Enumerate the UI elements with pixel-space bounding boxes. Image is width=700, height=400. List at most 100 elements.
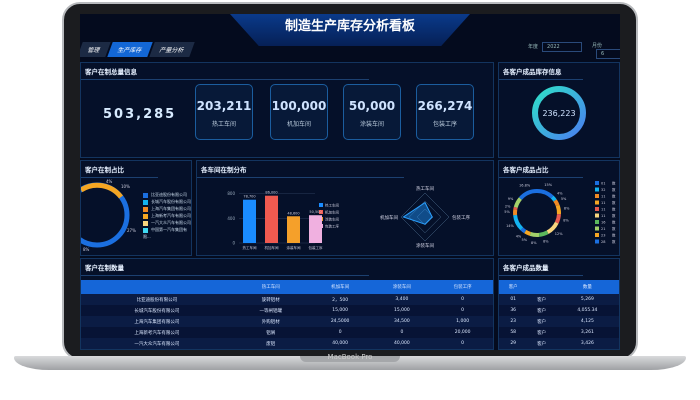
wip-title: 客户在制数量 (81, 259, 370, 276)
column-header[interactable] (527, 280, 556, 294)
legend-swatch (143, 220, 148, 226)
legend-label: 上海汽车集团有限公司 (151, 206, 191, 211)
year-select[interactable]: 年度 2022 (528, 42, 583, 52)
y-tick-label: 400 (227, 216, 235, 221)
table-row[interactable]: 23 客户 4,125 (499, 316, 619, 327)
card-label: 包装工序 (432, 121, 457, 128)
pie-slice[interactable] (529, 232, 540, 237)
x-tick-label: 包装工序 (309, 245, 323, 250)
legend-suffix: 数 (612, 213, 616, 218)
pie-slice[interactable] (546, 221, 559, 235)
tab-manage[interactable]: 管理 (80, 42, 111, 57)
pie-slice[interactable] (550, 195, 557, 202)
table-row[interactable]: 长城汽车股份有限公司 一等闸铝罐 15,000 15,000 0 (81, 305, 493, 316)
pie-slice[interactable] (513, 214, 524, 231)
legend-label: 28 (601, 240, 605, 244)
column-header[interactable]: 包装工序 (432, 280, 493, 294)
bar-data-label: 48,600 (287, 211, 299, 215)
table-cell: 客户 (527, 338, 556, 349)
column-header[interactable]: 客户 (499, 280, 528, 294)
wip-table: 热工车间 机加车间 涂装车间 包装工序 比亚迪股份有限公司 旋转铝材 2，500 3,400 0… (81, 280, 493, 349)
column-header[interactable]: 热工车间 (232, 280, 309, 294)
month-select[interactable]: 月份6 (592, 42, 620, 59)
pie-slice[interactable] (520, 227, 527, 234)
legend-label: 比亚迪股份有限公司 (151, 192, 187, 197)
year-value[interactable]: 2022 (542, 42, 583, 52)
column-header[interactable]: 机加车间 (308, 280, 372, 294)
ratio-donut: 4% 10% 27% 8% (81, 179, 136, 252)
total-value: 503,285 (103, 107, 177, 122)
legend-swatch (595, 220, 599, 224)
table-cell: 一等闸铝罐 (232, 305, 309, 316)
table-cell: 36 (499, 305, 528, 316)
page-title: 制造生产库存分析看板 (230, 14, 470, 46)
pie-slice[interactable] (518, 189, 538, 200)
bar[interactable] (309, 215, 322, 243)
table-header: 客户 数量 (499, 280, 619, 294)
legend-label: 机加车间 (325, 210, 339, 215)
pie-slice[interactable] (513, 197, 523, 208)
year-label: 年度 (528, 44, 539, 50)
summary-title: 客户在制总量信息 (81, 63, 370, 80)
legend-label: 一汽大众汽车有限公司 (151, 220, 191, 225)
table-cell: 0 (432, 294, 493, 305)
table-cell: 0 (308, 327, 372, 338)
laptop-notch (300, 356, 400, 362)
fg-title: 各客户成品数量 (499, 259, 583, 276)
legend-swatch (143, 192, 148, 198)
radar-axis-label: 热工车间 (416, 185, 434, 192)
pie-slice[interactable] (554, 213, 561, 224)
stock-value: 236,223 (542, 109, 575, 118)
legend-swatch (319, 210, 323, 214)
table-cell: 29 (499, 338, 528, 349)
legend-label: 16 (601, 221, 605, 225)
legend-label: 11 (601, 195, 605, 199)
table-row[interactable]: 比亚迪股份有限公司 旋转铝材 2，500 3,400 0 (81, 294, 493, 305)
card-value: 266,274 (417, 99, 473, 113)
tab-output[interactable]: 产量分析 (149, 42, 195, 57)
bar[interactable] (243, 199, 256, 243)
table-row[interactable]: 一汽大众汽车有限公司 废铝 40,000 40,000 0 (81, 338, 493, 349)
legend-suffix: 数 (612, 194, 616, 199)
pie-slice[interactable] (536, 189, 554, 199)
table-row[interactable]: 36 客户 4,055.34 (499, 305, 619, 316)
ratio-label: 8% (83, 247, 90, 252)
table-cell: 旋转铝材 (232, 294, 309, 305)
radar-area[interactable] (402, 201, 433, 225)
table-row[interactable]: 58 客户 3,261 (499, 327, 619, 338)
pie-slice[interactable] (555, 204, 561, 215)
pie-label: 5% (522, 238, 528, 242)
bar[interactable] (265, 195, 278, 243)
bar[interactable] (287, 216, 300, 243)
legend-label: 包装工序 (325, 224, 339, 229)
ratio-label: 4% (106, 179, 113, 184)
legend-item: 上海汽车集团有限公司 (143, 205, 191, 212)
bar-data-label: 50,500 (309, 210, 321, 214)
legend-label: 热工车间 (325, 203, 339, 208)
pie-slice[interactable] (538, 230, 549, 237)
column-header[interactable]: 数量 (555, 280, 619, 294)
legend-swatch (143, 206, 148, 212)
legend-swatch (595, 187, 599, 192)
table-row[interactable]: 01 客户 5,269 (499, 294, 619, 305)
column-header[interactable]: 涂装车间 (371, 280, 433, 294)
legend-swatch (595, 239, 599, 244)
y-tick-label: 0 (232, 241, 235, 246)
legend-swatch (595, 233, 599, 237)
table-cell: 0 (432, 338, 493, 349)
x-tick-label: 热工车间 (243, 245, 257, 250)
stock-title: 各客户成品库存信息 (499, 63, 583, 80)
legend-swatch (319, 203, 323, 207)
table-row[interactable]: 29 客户 3,426 (499, 338, 619, 349)
table-row[interactable]: 上海新考汽车有限公司 铝屑 0 0 20,000 (81, 327, 493, 338)
column-header[interactable] (81, 280, 233, 294)
table-header: 热工车间 机加车间 涂装车间 包装工序 (81, 280, 493, 294)
legend-swatch (595, 226, 599, 231)
fg-table: 客户 数量 01 客户 5,269 36 客户 4,055.34 23 客户 4,125 58 客户 3,… (499, 280, 619, 349)
tab-inventory[interactable]: 生产库存 (107, 42, 153, 57)
table-cell: 5,269 (555, 294, 619, 305)
month-value[interactable]: 6 (596, 49, 620, 59)
pie-slice[interactable] (524, 229, 531, 236)
pie-slice[interactable] (553, 199, 560, 207)
table-row[interactable]: 上海汽车集团有限公司 外购铝材 24,5000 34,500 1,000 (81, 316, 493, 327)
